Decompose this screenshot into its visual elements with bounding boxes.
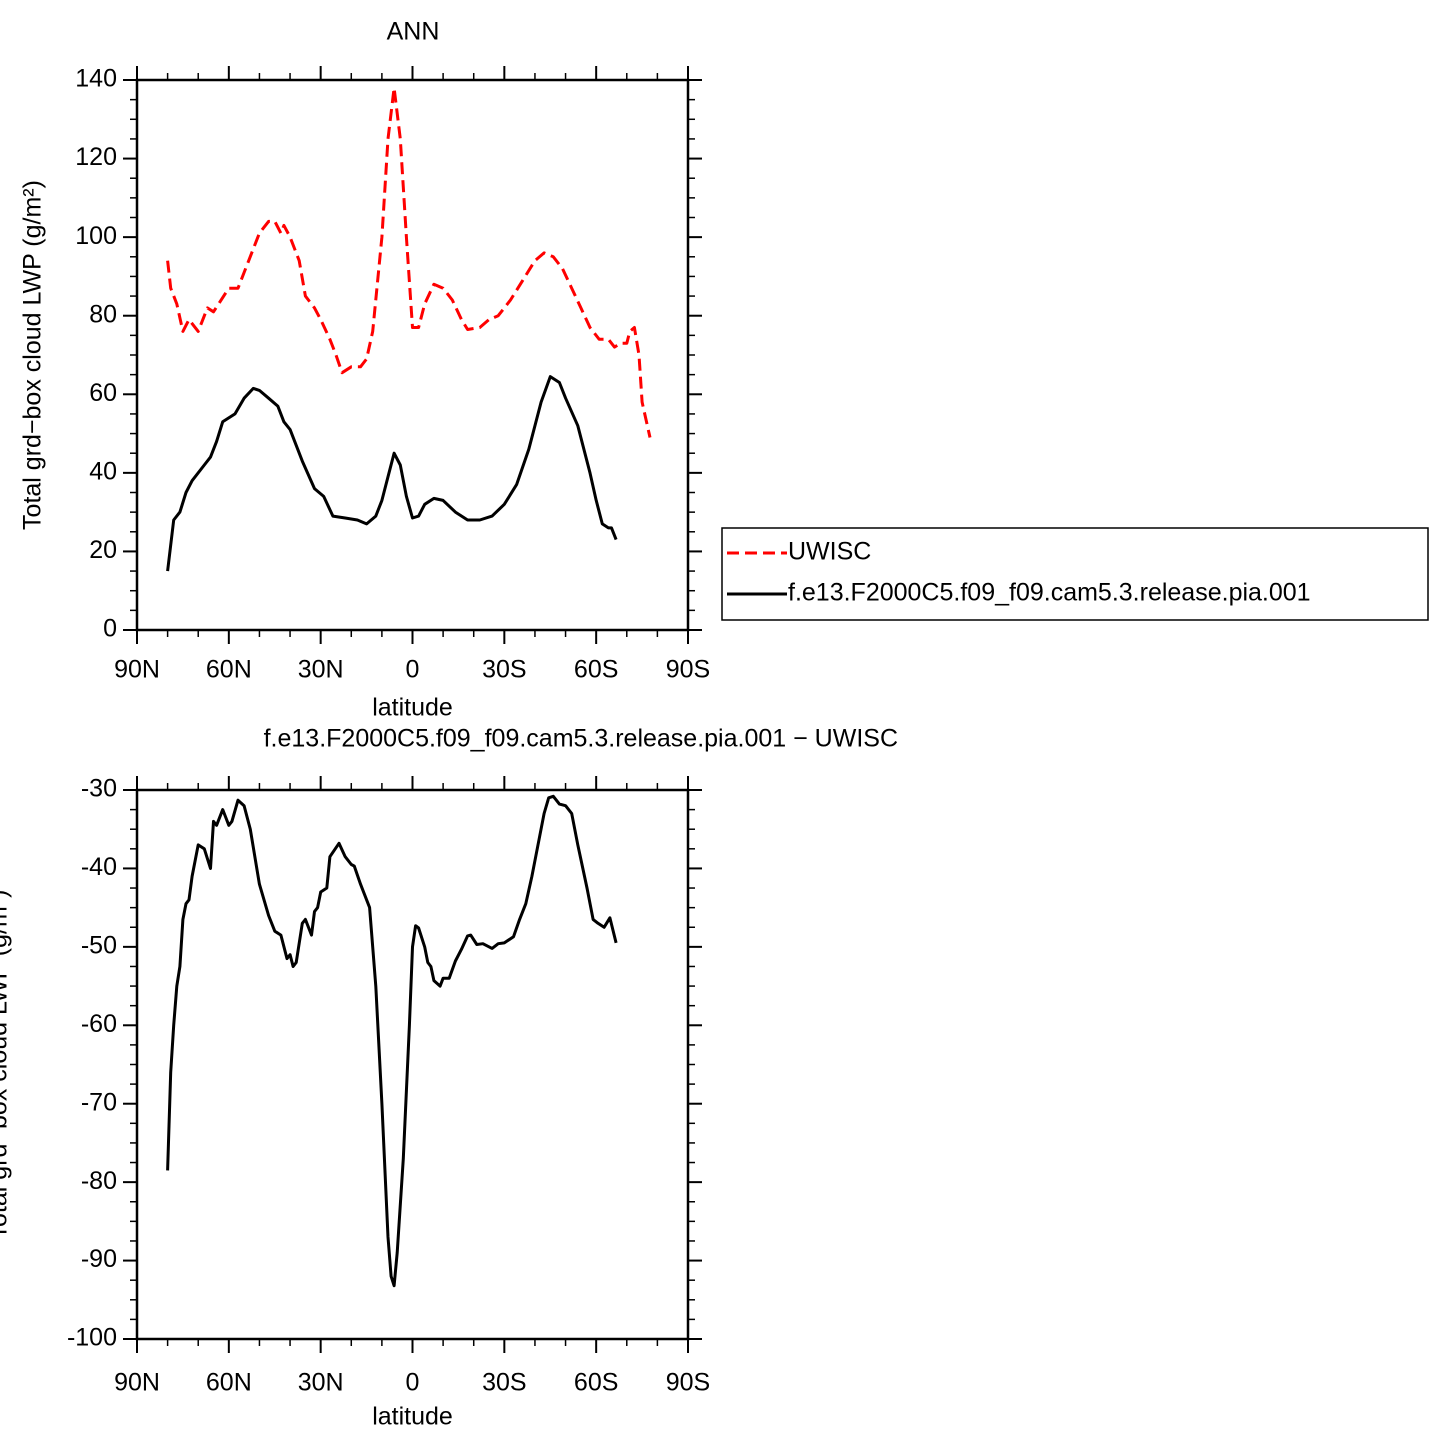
y-tick-label: -50 xyxy=(81,931,117,959)
legend-box xyxy=(721,527,1429,621)
plot-frame xyxy=(135,788,690,1341)
x-tick-label: 90N xyxy=(114,1369,160,1397)
y-axis-label: Total grd−box cloud LWP (g/m²) xyxy=(0,890,13,1240)
y-tick-label: -100 xyxy=(67,1324,117,1352)
x-tick-label: 90N xyxy=(114,656,160,684)
x-tick-label: 90S xyxy=(666,656,710,684)
x-axis-label: latitude xyxy=(372,1403,453,1431)
legend-label: UWISC xyxy=(788,538,871,566)
x-tick-label: 90S xyxy=(666,1369,710,1397)
x-tick-label: 60N xyxy=(206,656,252,684)
y-tick-label: -70 xyxy=(81,1088,117,1116)
y-tick-label: -30 xyxy=(81,775,117,803)
x-tick-label: 60S xyxy=(574,1369,618,1397)
y-tick-label: -80 xyxy=(81,1167,117,1195)
y-tick-label: -90 xyxy=(81,1245,117,1273)
y-axis-label: Total grd−box cloud LWP (g/m²) xyxy=(19,180,47,530)
y-tick-label: 140 xyxy=(75,65,117,93)
x-tick-label: 0 xyxy=(406,1369,420,1397)
panel: f.e13.F2000C5.f09_f09.cam5.3.release.pia… xyxy=(0,725,898,1431)
data-line xyxy=(166,375,618,572)
plot-frame xyxy=(135,78,690,632)
y-tick-label: 20 xyxy=(89,536,117,564)
y-tick-label: 120 xyxy=(75,143,117,171)
y-tick-label: 0 xyxy=(103,615,117,643)
panel: ANN latitude Total grd−box cloud LWP (g/m²… xyxy=(19,18,1429,722)
y-tick-label: 80 xyxy=(89,300,117,328)
data-line xyxy=(166,794,618,1288)
chart-title: ANN xyxy=(387,18,440,46)
y-tick-label: -60 xyxy=(81,1010,117,1038)
x-tick-label: 30N xyxy=(298,1369,344,1397)
x-tick-label: 60S xyxy=(574,656,618,684)
x-tick-label: 0 xyxy=(406,656,420,684)
legend-label: f.e13.F2000C5.f09_f09.cam5.3.release.pia… xyxy=(788,579,1311,607)
x-tick-label: 30N xyxy=(298,656,344,684)
x-axis-label: latitude xyxy=(372,694,453,722)
chart-title: f.e13.F2000C5.f09_f09.cam5.3.release.pia… xyxy=(264,725,898,753)
y-tick-label: 40 xyxy=(89,457,117,485)
y-tick-label: -40 xyxy=(81,853,117,881)
x-tick-label: 30S xyxy=(482,1369,526,1397)
data-line xyxy=(166,86,652,438)
y-tick-label: 100 xyxy=(75,222,117,250)
y-tick-label: 60 xyxy=(89,379,117,407)
x-tick-label: 30S xyxy=(482,656,526,684)
x-tick-label: 60N xyxy=(206,1369,252,1397)
